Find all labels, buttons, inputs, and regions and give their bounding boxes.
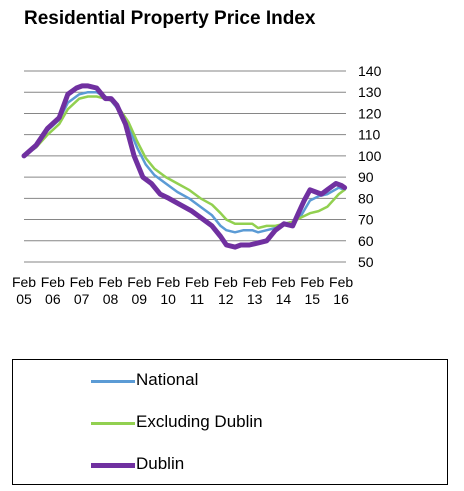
x-tick-label: Feb 06 bbox=[41, 274, 65, 307]
legend: National Excluding Dublin Dublin bbox=[12, 359, 448, 485]
x-tick-label: Feb 13 bbox=[243, 274, 267, 307]
x-tick-label: Feb 16 bbox=[329, 274, 353, 307]
y-tick-label: 80 bbox=[358, 190, 374, 206]
y-tick-label: 50 bbox=[358, 254, 374, 270]
y-tick-label: 130 bbox=[358, 84, 382, 100]
y-tick-label: 100 bbox=[358, 148, 382, 164]
series-lines bbox=[21, 83, 348, 250]
x-tick-label: Feb 12 bbox=[214, 274, 238, 307]
x-tick-label: Feb 05 bbox=[12, 274, 36, 307]
x-tick-label: Feb 14 bbox=[271, 274, 295, 307]
legend-swatch-national bbox=[91, 380, 135, 383]
x-tick-label: Feb 09 bbox=[127, 274, 151, 307]
series-line-dublin bbox=[21, 83, 348, 250]
x-tick-label: Feb 10 bbox=[156, 274, 180, 307]
x-tick-label: Feb 11 bbox=[185, 274, 209, 307]
legend-label-dublin: Dublin bbox=[136, 454, 185, 473]
y-tick-label: 120 bbox=[358, 105, 382, 121]
y-tick-label: 70 bbox=[358, 212, 374, 228]
y-tick-label: 60 bbox=[358, 233, 374, 249]
legend-label-excluding-dublin: Excluding Dublin bbox=[136, 412, 263, 431]
legend-label-national: National bbox=[136, 370, 199, 389]
chart-title: Residential Property Price Index bbox=[24, 8, 316, 29]
legend-swatch-dublin bbox=[91, 463, 135, 468]
x-tick-label: Feb 08 bbox=[98, 274, 122, 307]
legend-swatch-excluding-dublin bbox=[91, 422, 135, 425]
y-axis-ticks: 50 60 70 80 90 100 110 120 130 140 bbox=[358, 63, 382, 270]
y-tick-label: 90 bbox=[358, 169, 374, 185]
y-tick-label: 110 bbox=[358, 127, 381, 143]
y-tick-label: 140 bbox=[358, 63, 382, 79]
x-tick-label: Feb 15 bbox=[300, 274, 324, 307]
x-tick-label: Feb 07 bbox=[70, 274, 94, 307]
gridlines bbox=[24, 70, 346, 263]
